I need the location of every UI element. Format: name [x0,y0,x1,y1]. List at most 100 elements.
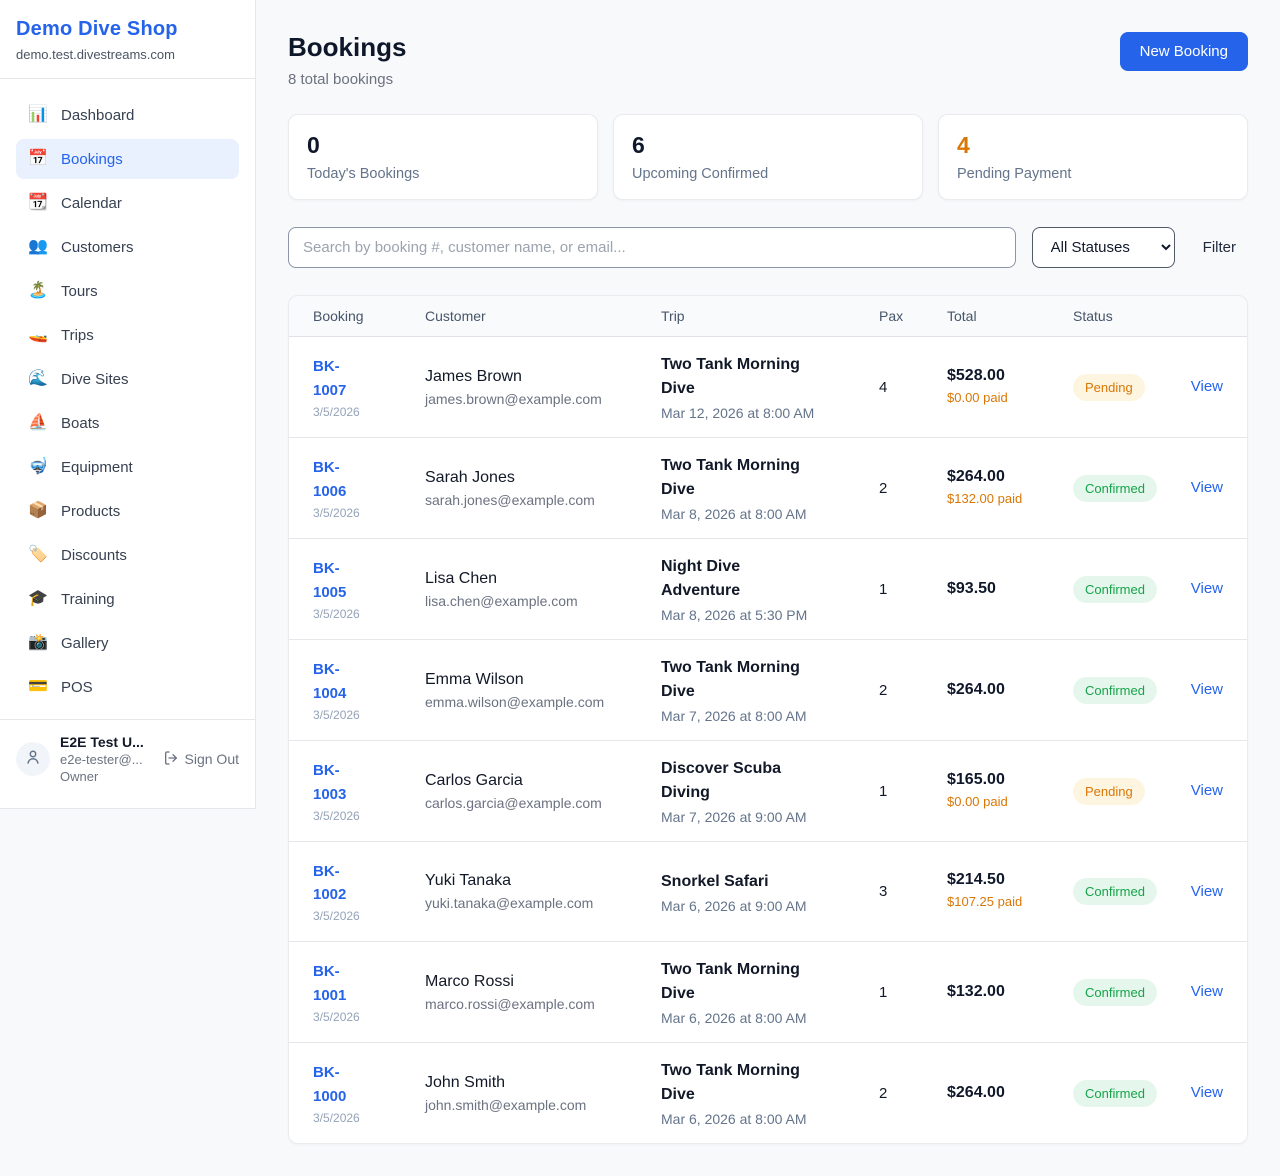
customer-name: Carlos Garcia [425,771,523,789]
trip-datetime: Mar 7, 2026 at 8:00 AM [661,708,807,724]
trip-name: Two Tank Morning Dive [661,356,800,397]
sidebar-item-trips[interactable]: 🚤 Trips [28,326,94,344]
new-booking-button[interactable]: New Booking [1119,32,1248,71]
customer-email: sarah.jones@example.com [425,491,595,508]
stat-card: 0 Today's Bookings [288,114,598,200]
stat-value: 6 [632,132,645,158]
view-link[interactable]: View [1190,681,1223,698]
sidebar-item-boats[interactable]: ⛵ Boats [28,414,100,432]
sidebar-item-pos[interactable]: 💳 POS [28,678,93,696]
table-row: BK-1006 3/5/2026 Sarah Jones sarah.jones… [289,437,1247,538]
customer-name: James Brown [425,367,522,385]
sidebar-item-bookings[interactable]: 📅 Bookings [16,139,239,179]
stat-label: Pending Payment [957,166,1072,182]
table-row: BK-1001 3/5/2026 Marco Rossi marco.rossi… [289,941,1247,1042]
user-icon [24,748,42,771]
status-badge: Pending [1073,777,1145,805]
filter-button[interactable]: Filter [1191,231,1248,264]
status-badge: Confirmed [1073,474,1157,502]
products-icon: 📦 [28,502,48,519]
total-amount: $528.00 [947,366,1005,384]
customer-name: Yuki Tanaka [425,872,511,889]
boats-icon: ⛵ [28,414,48,431]
customer-email: james.brown@example.com [425,390,602,407]
sidebar-item-calendar[interactable]: 📆 Calendar [28,194,122,212]
trip-datetime: Mar 6, 2026 at 9:00 AM [661,897,807,914]
column-header-trip: Trip [661,308,685,324]
booking-date: 3/5/2026 [313,404,360,419]
total-amount: $264.00 [947,1084,1005,1101]
booking-id-link[interactable]: BK-1006 [313,459,347,500]
booking-date: 3/5/2026 [313,1009,360,1024]
trip-name: Two Tank Morning Dive [661,457,800,498]
pax-value: 2 [879,681,888,699]
sidebar-item-products[interactable]: 📦 Products [28,502,121,520]
trip-name: Snorkel Safari [661,872,769,890]
gallery-icon: 📸 [28,634,48,651]
table-header-row: Booking Customer Trip Pax Total Status [289,296,1247,337]
paid-amount: $107.25 paid [947,894,1023,910]
view-link[interactable]: View [1190,580,1223,597]
paid-amount: $0.00 paid [947,389,1008,405]
booking-id-link[interactable]: BK-1004 [313,661,347,702]
booking-id-link[interactable]: BK-1000 [313,1064,347,1105]
booking-id-link[interactable]: BK-1007 [313,358,347,399]
search-input[interactable] [288,227,1016,268]
view-link[interactable]: View [1190,983,1223,1000]
customer-email: marco.rossi@example.com [425,995,595,1012]
view-link[interactable]: View [1190,378,1223,395]
user-meta: E2E Test U... e2e-tester@... Owner [60,734,153,784]
pax-value: 1 [879,983,888,1001]
column-header-booking: Booking [313,308,364,324]
page-title: Bookings [288,32,407,62]
booking-id-link[interactable]: BK-1002 [313,862,347,903]
trip-name: Two Tank Morning Dive [661,961,800,1002]
sidebar-item-discounts[interactable]: 🏷️ Discounts [28,546,127,564]
sidebar-item-equipment[interactable]: 🤿 Equipment [28,458,133,476]
booking-id-link[interactable]: BK-1001 [313,963,347,1004]
bookings-icon: 📅 [28,150,48,167]
booking-date: 3/5/2026 [313,606,360,621]
pax-value: 3 [879,883,888,900]
trips-icon: 🚤 [28,326,48,343]
filter-controls: All Statuses Filter [288,227,1248,268]
table-row: BK-1004 3/5/2026 Emma Wilson emma.wilson… [289,639,1247,740]
customer-email: carlos.garcia@example.com [425,794,602,811]
sidebar-item-tours[interactable]: 🏝️ Tours [28,282,98,300]
avatar [16,742,50,776]
stat-label: Upcoming Confirmed [632,166,769,182]
trip-name: Discover Scuba Diving [661,760,782,801]
sidebar-item-dive-sites[interactable]: 🌊 Dive Sites [28,370,129,388]
sidebar-item-dashboard[interactable]: 📊 Dashboard [28,106,135,124]
user-email: e2e-tester@... [60,752,143,767]
training-icon: 🎓 [28,590,48,607]
stat-value: 4 [957,132,970,158]
total-amount: $214.50 [947,871,1005,889]
sidebar-item-training[interactable]: 🎓 Training [28,590,115,608]
trip-name: Night Dive Adventure [661,558,741,599]
sidebar-item-customers[interactable]: 👥 Customers [28,238,134,256]
view-link[interactable]: View [1190,479,1223,496]
customer-email: lisa.chen@example.com [425,592,578,609]
booking-id-link[interactable]: BK-1005 [313,560,347,601]
page-subtitle: 8 total bookings [288,71,394,88]
pax-value: 2 [879,1084,888,1102]
sidebar: Demo Dive Shop demo.test.divestreams.com… [0,0,256,809]
table-row: BK-1000 3/5/2026 John Smith john.smith@e… [289,1042,1247,1143]
booking-id-link[interactable]: BK-1003 [313,762,347,803]
stat-card: 6 Upcoming Confirmed [613,114,923,200]
total-amount: $264.00 [947,467,1005,485]
sidebar-item-gallery[interactable]: 📸 Gallery [28,634,109,652]
trip-datetime: Mar 12, 2026 at 8:00 AM [661,405,815,421]
equipment-icon: 🤿 [28,458,48,475]
column-header-total: Total [947,308,977,324]
discounts-icon: 🏷️ [28,546,48,563]
main-content: Bookings 8 total bookings New Booking 0 … [256,0,1280,1176]
view-link[interactable]: View [1190,882,1223,900]
table-row: BK-1007 3/5/2026 James Brown james.brown… [289,337,1247,437]
bookings-table: Booking Customer Trip Pax Total Status B… [288,295,1248,1144]
view-link[interactable]: View [1190,782,1223,799]
status-filter-select[interactable]: All Statuses [1031,227,1175,268]
view-link[interactable]: View [1190,1084,1223,1101]
sign-out-button[interactable]: Sign Out [163,750,239,769]
